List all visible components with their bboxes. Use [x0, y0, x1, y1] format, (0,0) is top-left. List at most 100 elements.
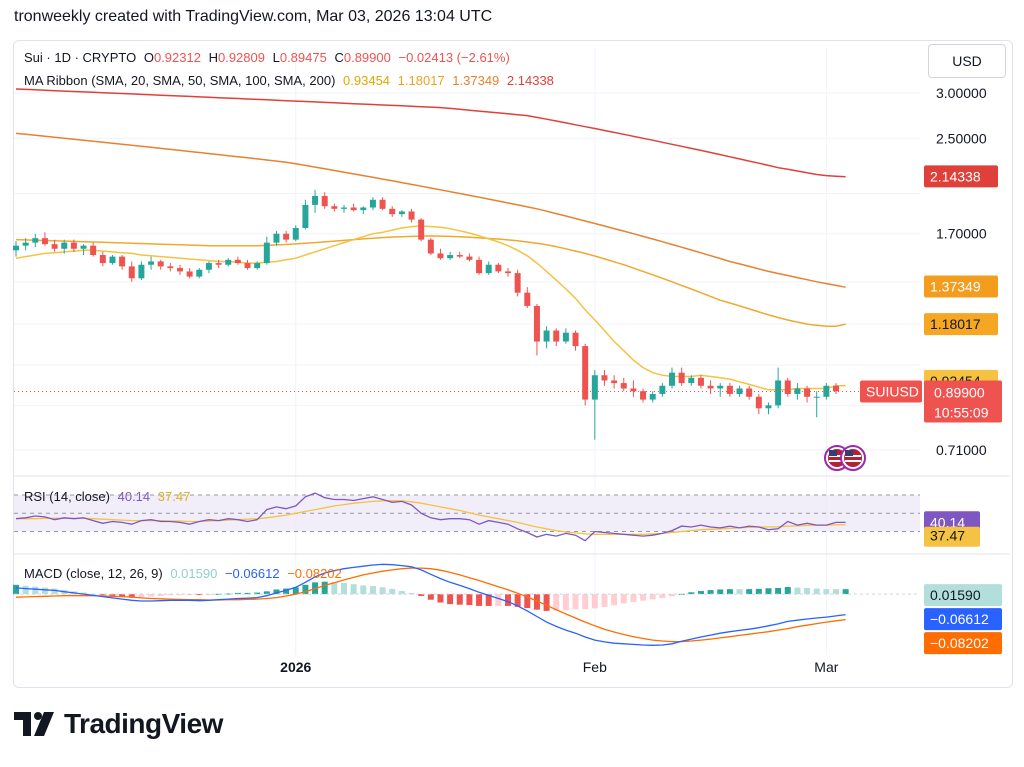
- candle-body: [234, 259, 241, 264]
- price-axis-tick: 2.50000: [936, 130, 987, 146]
- candle-body: [697, 377, 704, 386]
- macd-histogram-bar: [80, 592, 87, 595]
- candle: [225, 258, 232, 267]
- macd-signal-badge-text: −0.08202: [930, 635, 989, 651]
- candle: [138, 261, 145, 281]
- macd-histogram-bar: [398, 591, 405, 595]
- candle: [283, 230, 290, 243]
- macd-histogram-bar: [842, 589, 849, 595]
- candle: [678, 367, 685, 386]
- candle: [331, 203, 338, 212]
- candle-body: [119, 256, 126, 267]
- candle: [533, 304, 540, 356]
- candle-body: [427, 239, 434, 254]
- candle-body: [707, 385, 714, 389]
- tradingview-logo-text: TradingView: [64, 708, 223, 739]
- macd-histogram-bar: [389, 588, 396, 595]
- candle-body: [611, 380, 618, 384]
- rsi-ma-badge: 37.47: [924, 526, 980, 547]
- macd-histogram-bar: [611, 594, 618, 606]
- macd-histogram-bar: [543, 594, 550, 611]
- candle-body: [833, 385, 839, 392]
- macd-histogram-bar: [697, 591, 704, 595]
- macd-histogram-bar: [341, 582, 347, 595]
- candle: [601, 370, 608, 386]
- symbol-badge-bg: [860, 380, 922, 403]
- candle: [312, 189, 319, 213]
- candle-body: [533, 305, 540, 342]
- macd-hist-badge: 0.01590: [924, 584, 1002, 607]
- macd-histogram-bar: [177, 594, 183, 596]
- chart-canvas[interactable]: 3.00000 2.50000 1.70000 0.71000 2.14338 1.373…: [0, 0, 1024, 690]
- candle: [495, 263, 502, 274]
- candle: [476, 256, 483, 275]
- sma200-badge: 2.14338: [924, 165, 998, 188]
- candle: [177, 264, 183, 275]
- candle: [649, 391, 656, 403]
- candle: [41, 232, 48, 246]
- rsi-badge-text: 40.14: [930, 514, 965, 530]
- candle-body: [138, 264, 145, 279]
- sma50-badge-bg: [924, 313, 998, 336]
- candle: [341, 204, 347, 213]
- macd-histogram-bar: [505, 594, 511, 606]
- macd-histogram-bar: [302, 584, 309, 595]
- candle-body: [13, 245, 19, 251]
- candle: [659, 383, 666, 397]
- candle: [640, 388, 647, 403]
- candle-body: [736, 388, 743, 394]
- candle: [360, 206, 367, 215]
- candle: [833, 383, 839, 394]
- price-axis-tick: 3.00000: [936, 85, 987, 101]
- macd-signal-badge: −0.08202: [924, 632, 1002, 655]
- macd-histogram-bar: [620, 594, 627, 604]
- candle: [13, 241, 19, 257]
- sma100-value: 1.37349: [452, 73, 500, 88]
- us-flag-icon-stripe: [845, 460, 861, 462]
- candle-body: [360, 207, 367, 211]
- x-axis-label: Mar: [814, 659, 838, 675]
- candle-body: [263, 242, 270, 264]
- macd-histogram: [13, 581, 849, 611]
- candle-body: [746, 388, 753, 397]
- currency-button[interactable]: USD: [928, 44, 1006, 78]
- macd-signal-value: −0.08202: [287, 566, 342, 581]
- macd-histogram-bar: [476, 594, 483, 606]
- sma100-badge-text: 1.37349: [930, 279, 981, 295]
- candle-body: [630, 388, 637, 392]
- macd-histogram-bar: [32, 586, 39, 595]
- candle: [466, 253, 473, 262]
- candle: [389, 206, 396, 217]
- macd-histogram-bar: [533, 594, 540, 610]
- candle-body: [167, 266, 174, 269]
- macd-histogram-bar: [582, 594, 589, 610]
- candle-body: [726, 385, 733, 394]
- ma-ribbon-label: MA Ribbon (SMA, 20, SMA, 50, SMA, 100, S…: [24, 73, 336, 88]
- candle-body: [157, 261, 164, 267]
- macd-histogram-bar: [775, 587, 782, 595]
- candle-body: [186, 271, 193, 277]
- candle-body: [379, 199, 386, 209]
- candle: [784, 377, 791, 397]
- candle: [254, 261, 261, 270]
- candle-body: [109, 256, 116, 264]
- candle: [157, 259, 164, 270]
- candle-body: [717, 385, 724, 389]
- candle-body: [669, 372, 675, 386]
- candle-body: [437, 253, 444, 259]
- tradingview-logo-icon: [14, 712, 54, 736]
- macd-histogram-bar: [562, 594, 569, 611]
- chart-panel[interactable]: [13, 40, 1013, 688]
- macd-line-badge-text: −0.06612: [930, 611, 989, 627]
- macd-histogram-bar: [234, 592, 241, 595]
- candle-body: [196, 269, 203, 277]
- candle: [804, 385, 811, 403]
- candle-body: [804, 388, 811, 397]
- candle-body: [591, 375, 598, 400]
- macd-histogram-bar: [51, 588, 58, 595]
- candle-body: [640, 391, 647, 400]
- last-price-text: 0.89900: [934, 384, 985, 400]
- symbol-badge: SUIUSD: [860, 380, 922, 403]
- candle: [447, 251, 454, 260]
- candle-body: [553, 330, 560, 342]
